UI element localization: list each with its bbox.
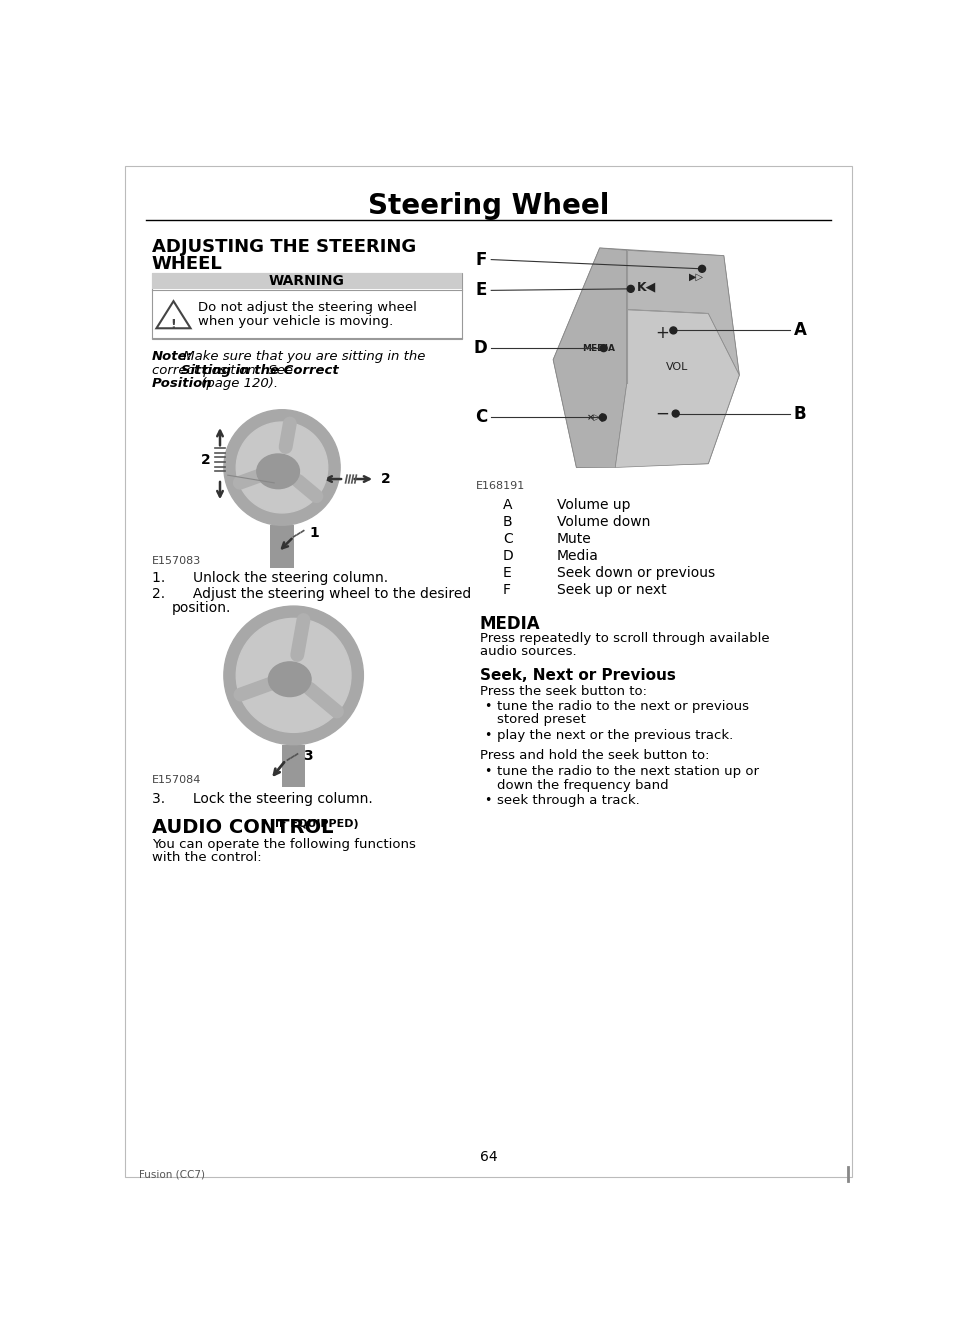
Text: Seek, Next or Previous: Seek, Next or Previous	[479, 667, 675, 683]
Text: A: A	[502, 498, 512, 512]
Text: Make sure that you are sitting in the: Make sure that you are sitting in the	[179, 351, 425, 363]
Text: A: A	[793, 322, 805, 339]
Text: 1: 1	[309, 526, 318, 540]
Text: ▶▷: ▶▷	[688, 271, 703, 282]
Text: E157084: E157084	[152, 776, 201, 785]
Text: F: F	[502, 583, 511, 597]
Text: play the next or the previous track.: play the next or the previous track.	[497, 728, 732, 742]
Text: •: •	[483, 700, 491, 714]
Ellipse shape	[268, 662, 311, 696]
Text: audio sources.: audio sources.	[479, 646, 576, 658]
Text: 2: 2	[201, 453, 211, 466]
Text: E157083: E157083	[152, 556, 201, 566]
Text: 64: 64	[479, 1150, 497, 1164]
Circle shape	[669, 327, 676, 334]
Text: !: !	[171, 318, 176, 331]
Text: E: E	[476, 282, 487, 299]
Circle shape	[598, 413, 606, 421]
Ellipse shape	[256, 455, 299, 489]
FancyBboxPatch shape	[270, 525, 294, 567]
Circle shape	[672, 411, 679, 417]
Text: AUDIO CONTROL: AUDIO CONTROL	[152, 817, 333, 837]
Text: MEDIA: MEDIA	[479, 615, 539, 634]
Text: ×▷|: ×▷|	[586, 413, 604, 421]
Text: K◀: K◀	[636, 280, 655, 292]
Text: Mute: Mute	[557, 532, 591, 546]
Circle shape	[236, 423, 328, 513]
Text: •: •	[483, 766, 491, 779]
Text: •: •	[483, 793, 491, 807]
Text: Note:: Note:	[152, 351, 193, 363]
Polygon shape	[553, 249, 626, 468]
Text: Seek down or previous: Seek down or previous	[557, 566, 715, 579]
FancyBboxPatch shape	[125, 166, 852, 1176]
Polygon shape	[553, 249, 739, 468]
Text: D: D	[502, 549, 513, 563]
Text: Press the seek button to:: Press the seek button to:	[479, 684, 646, 698]
Polygon shape	[615, 310, 739, 468]
Text: +: +	[654, 324, 668, 342]
Text: 3.  Lock the steering column.: 3. Lock the steering column.	[152, 792, 373, 807]
Text: correct position.  See: correct position. See	[152, 364, 296, 376]
Text: Volume down: Volume down	[557, 516, 650, 529]
Text: E168191: E168191	[476, 481, 524, 492]
Text: E: E	[502, 566, 511, 579]
Text: Fusion (CC7): Fusion (CC7)	[138, 1170, 204, 1179]
Text: with the control:: with the control:	[152, 851, 261, 864]
Text: Press repeatedly to scroll through available: Press repeatedly to scroll through avail…	[479, 633, 768, 646]
Text: 1.  Unlock the steering column.: 1. Unlock the steering column.	[152, 571, 388, 586]
Text: B: B	[793, 404, 805, 423]
Polygon shape	[626, 250, 739, 375]
Text: stored preset: stored preset	[497, 714, 585, 726]
Text: 2: 2	[380, 472, 390, 486]
Text: seek through a track.: seek through a track.	[497, 793, 639, 807]
Text: C: C	[475, 408, 487, 427]
Circle shape	[698, 266, 705, 272]
Text: 3: 3	[303, 750, 313, 763]
Text: when your vehicle is moving.: when your vehicle is moving.	[198, 315, 394, 328]
Text: VOL: VOL	[665, 363, 688, 372]
Text: position.: position.	[172, 601, 231, 615]
FancyBboxPatch shape	[152, 274, 461, 288]
Text: D: D	[473, 339, 487, 358]
Text: You can operate the following functions: You can operate the following functions	[152, 837, 416, 851]
Text: •: •	[483, 728, 491, 742]
Text: down the frequency band: down the frequency band	[497, 779, 668, 792]
Text: F: F	[476, 251, 487, 268]
Text: ADJUSTING THE STEERING: ADJUSTING THE STEERING	[152, 238, 416, 256]
FancyBboxPatch shape	[282, 744, 305, 787]
Text: Position: Position	[152, 376, 213, 389]
Text: Sitting in the Correct: Sitting in the Correct	[181, 364, 338, 376]
Text: Do not adjust the steering wheel: Do not adjust the steering wheel	[198, 302, 416, 314]
Text: Media: Media	[557, 549, 598, 563]
Circle shape	[627, 286, 634, 292]
Text: 2.  Adjust the steering wheel to the desired: 2. Adjust the steering wheel to the desi…	[152, 587, 471, 601]
Text: (page 120).: (page 120).	[196, 376, 277, 389]
Text: (IF EQUIPPED): (IF EQUIPPED)	[266, 820, 358, 829]
Text: WHEEL: WHEEL	[152, 255, 222, 272]
FancyBboxPatch shape	[152, 274, 461, 339]
Text: Seek up or next: Seek up or next	[557, 583, 666, 597]
Circle shape	[599, 344, 606, 352]
Text: −: −	[654, 404, 668, 423]
Text: B: B	[502, 516, 512, 529]
Text: Press and hold the seek button to:: Press and hold the seek button to:	[479, 748, 708, 762]
Text: C: C	[502, 532, 512, 546]
Circle shape	[236, 618, 351, 732]
Text: tune the radio to the next station up or: tune the radio to the next station up or	[497, 766, 758, 779]
Text: tune the radio to the next or previous: tune the radio to the next or previous	[497, 700, 748, 714]
Circle shape	[224, 409, 340, 525]
Text: Steering Wheel: Steering Wheel	[368, 191, 609, 219]
Text: WARNING: WARNING	[269, 274, 344, 288]
Circle shape	[224, 606, 363, 744]
Text: MEDIA: MEDIA	[581, 344, 614, 352]
Text: Volume up: Volume up	[557, 498, 630, 512]
